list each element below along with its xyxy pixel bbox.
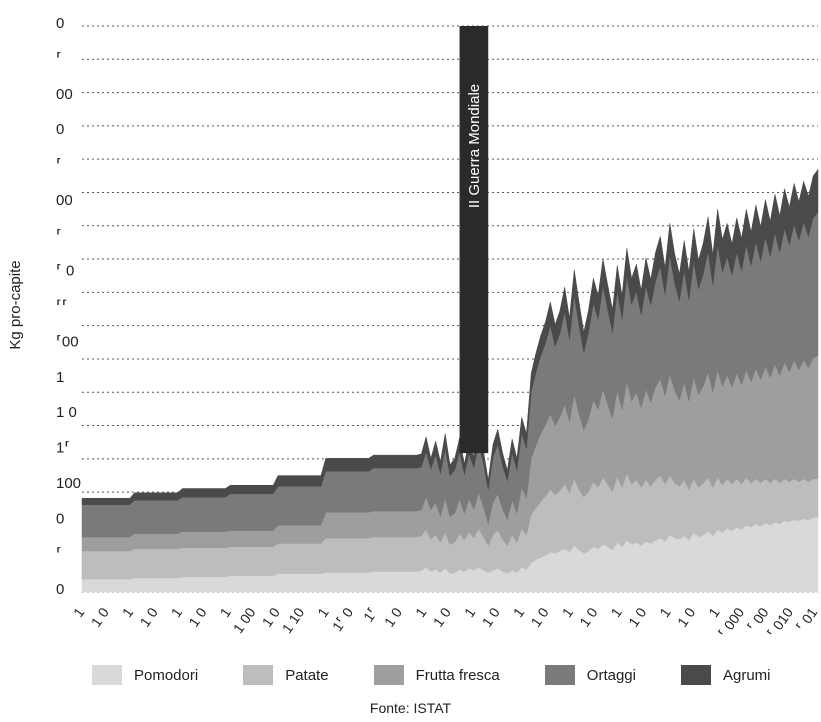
y-tick-label: 0: [56, 510, 64, 527]
x-tick-label: 1: [510, 604, 528, 620]
x-tick-label: 1: [70, 604, 88, 620]
x-tick-label: 1 0: [479, 604, 503, 629]
stacked-areas: [81, 168, 819, 593]
x-tick-label: 1 0: [185, 604, 209, 629]
legend-item-pomodori: Pomodori: [92, 665, 198, 685]
y-tick-label: 00: [56, 192, 73, 209]
legend-label: Ortaggi: [586, 666, 636, 684]
y-tick-label: 100: [56, 475, 81, 492]
y-tick-label: 1: [56, 369, 64, 386]
x-tick-label: 1 0: [88, 604, 112, 629]
y-tick-label: 0: [56, 121, 64, 138]
y-axis-label: Kg pro-capite: [7, 260, 24, 349]
y-tick-label: 0: [56, 581, 64, 598]
legend-swatch: [680, 665, 711, 685]
x-tick-label: 1 0: [674, 604, 698, 629]
y-tick-label: ⸢: [56, 546, 62, 563]
legend-item-ortaggi: Ortaggi: [544, 665, 636, 685]
x-tick-label: 1 0: [625, 604, 649, 629]
legend-item-patate: Patate: [243, 665, 329, 685]
x-tick-label: 1: [559, 604, 577, 620]
x-tick-label: 1⸢: [360, 605, 381, 625]
x-tick-label: ⸢ 01: [793, 604, 821, 634]
y-tick-label: 1 0: [56, 404, 77, 421]
x-tick-label: 1: [168, 604, 186, 620]
legend: Pomodori Patate Frutta fresca Ortaggi Agrumi: [92, 665, 771, 685]
x-tick-label: 1: [314, 604, 332, 620]
y-tick-label: ⸢: [56, 50, 62, 67]
legend-swatch: [243, 665, 274, 685]
x-tick-label: 1 10: [279, 604, 308, 636]
x-tick-label: 1: [216, 604, 234, 620]
y-tick-label: ⸢: [56, 157, 62, 174]
legend-swatch: [373, 665, 404, 685]
y-tick-label: ⸢ 0: [56, 263, 74, 280]
x-tick-label: 1: [461, 604, 479, 620]
legend-label: Agrumi: [722, 666, 771, 684]
x-tick-label: 1 0: [381, 604, 405, 629]
war-label: II Guerra Mondiale: [466, 84, 483, 208]
x-tick-label: 1 00: [230, 604, 259, 636]
legend-swatch: [544, 665, 575, 685]
source-note: Fonte: ISTAT: [369, 700, 452, 716]
x-tick-label: 1 0: [430, 604, 454, 629]
x-tick-label: ⸢ 000: [715, 604, 747, 640]
legend-label: Patate: [285, 666, 329, 684]
x-tick-label: 1 0: [527, 604, 551, 629]
legend-label: Pomodori: [134, 666, 199, 684]
war-band: [459, 26, 489, 454]
x-tick-label: 1: [412, 604, 430, 620]
x-tick-label: 1 0: [576, 604, 600, 629]
war-annotation: II Guerra Mondiale: [459, 26, 489, 454]
x-tick-label: 1: [656, 604, 674, 620]
x-tick-label: 1⸢ 0: [329, 604, 357, 634]
legend-swatch: [92, 665, 122, 685]
x-tick-label: 1: [119, 604, 137, 620]
y-tick-label: ⸢⸢: [56, 298, 68, 315]
legend-label: Frutta fresca: [415, 666, 500, 684]
x-tick-label: 1 0: [136, 604, 160, 629]
x-tick-label: 1: [607, 604, 625, 620]
y-tick-label: ⸢: [56, 227, 62, 244]
y-tick-label: ⸢00: [56, 333, 79, 350]
x-tick-label: 1: [705, 604, 723, 620]
y-tick-label: 0: [56, 15, 64, 32]
legend-item-agrumi: Agrumi: [680, 665, 771, 685]
y-tick-label: 00: [56, 86, 73, 103]
x-tick-label: ⸢ 010: [764, 604, 796, 640]
legend-item-frutta-fresca: Frutta fresca: [373, 665, 500, 685]
area-agrumi: [81, 168, 819, 505]
y-tick-label: 1⸢: [56, 440, 70, 457]
